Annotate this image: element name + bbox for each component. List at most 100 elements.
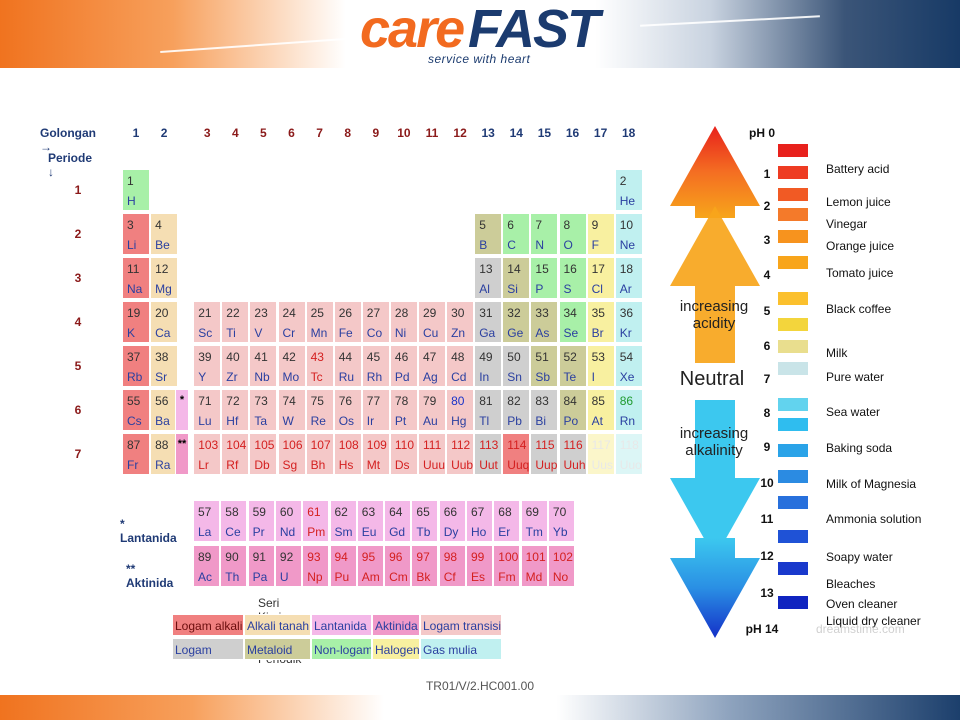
- element-Re[interactable]: 75 Re: [305, 389, 334, 431]
- element-Th[interactable]: 90 Th: [220, 545, 248, 587]
- element-Bk[interactable]: 97 Bk: [411, 545, 439, 587]
- element-Gd[interactable]: 64 Gd: [384, 500, 412, 542]
- element-Am[interactable]: 95 Am: [356, 545, 384, 587]
- element-Be[interactable]: 4 Be: [150, 213, 179, 255]
- element-Er[interactable]: 68 Er: [493, 500, 521, 542]
- element-Mn[interactable]: 25 Mn: [305, 301, 334, 343]
- element-La[interactable]: 57 La: [193, 500, 220, 542]
- element-Cl[interactable]: 17 Cl: [586, 257, 615, 299]
- element-Ga[interactable]: 31 Ga: [474, 301, 503, 343]
- element-Cd[interactable]: 48 Cd: [446, 345, 475, 387]
- element-He[interactable]: 2 He: [614, 169, 643, 211]
- element-Ni[interactable]: 28 Ni: [389, 301, 418, 343]
- element-Ir[interactable]: 77 Ir: [361, 389, 390, 431]
- element-At[interactable]: 85 At: [586, 389, 615, 431]
- element-Sn[interactable]: 50 Sn: [502, 345, 531, 387]
- element-Li[interactable]: 3 Li: [122, 213, 150, 255]
- element-As[interactable]: 33 As: [530, 301, 559, 343]
- element-Hs[interactable]: 108 Hs: [333, 433, 362, 475]
- element-Nd[interactable]: 60 Nd: [274, 500, 302, 542]
- element-Sr[interactable]: 38 Sr: [150, 345, 179, 387]
- element-Hg[interactable]: 80 Hg: [446, 389, 475, 431]
- element-Bh[interactable]: 107 Bh: [305, 433, 334, 475]
- element-Br[interactable]: 35 Br: [586, 301, 615, 343]
- element-Sc[interactable]: 21 Sc: [193, 301, 222, 343]
- element-Es[interactable]: 99 Es: [466, 545, 493, 587]
- element-Uuu[interactable]: 111 Uuu: [418, 433, 446, 475]
- element-P[interactable]: 15 P: [530, 257, 559, 299]
- element-Al[interactable]: 13 Al: [474, 257, 503, 299]
- element-W[interactable]: 74 W: [277, 389, 306, 431]
- element-Au[interactable]: 79 Au: [418, 389, 446, 431]
- element-Zn[interactable]: 30 Zn: [446, 301, 475, 343]
- element-Cf[interactable]: 98 Cf: [438, 545, 466, 587]
- element-Ce[interactable]: 58 Ce: [220, 500, 248, 542]
- element-Ge[interactable]: 32 Ge: [502, 301, 531, 343]
- element-Ho[interactable]: 67 Ho: [466, 500, 493, 542]
- element-Na[interactable]: 11 Na: [122, 257, 150, 299]
- element-Po[interactable]: 84 Po: [558, 389, 587, 431]
- element-Uub[interactable]: 112 Uub: [446, 433, 475, 475]
- element-Uus[interactable]: 117 Uus: [586, 433, 615, 475]
- element-Pd[interactable]: 46 Pd: [389, 345, 418, 387]
- element-Sb[interactable]: 51 Sb: [530, 345, 559, 387]
- element-I[interactable]: 53 I: [586, 345, 615, 387]
- element-Y[interactable]: 39 Y: [193, 345, 222, 387]
- element-Tb[interactable]: 65 Tb: [411, 500, 439, 542]
- element-Pa[interactable]: 91 Pa: [247, 545, 275, 587]
- element-Hf[interactable]: 72 Hf: [221, 389, 250, 431]
- element-Cr[interactable]: 24 Cr: [277, 301, 306, 343]
- element-Pt[interactable]: 78 Pt: [389, 389, 418, 431]
- element-Fm[interactable]: 100 Fm: [493, 545, 521, 587]
- element-Mt[interactable]: 109 Mt: [361, 433, 390, 475]
- element-V[interactable]: 23 V: [249, 301, 278, 343]
- element-Cm[interactable]: 96 Cm: [384, 545, 412, 587]
- element-Ra[interactable]: 88 Ra: [150, 433, 179, 475]
- element-Uuh[interactable]: 116 Uuh: [558, 433, 587, 475]
- element-Fr[interactable]: 87 Fr: [122, 433, 150, 475]
- element-Mg[interactable]: 12 Mg: [150, 257, 179, 299]
- element-Pr[interactable]: 59 Pr: [247, 500, 275, 542]
- element-Se[interactable]: 34 Se: [558, 301, 587, 343]
- element-Ar[interactable]: 18 Ar: [614, 257, 643, 299]
- element-Xe[interactable]: 54 Xe: [614, 345, 643, 387]
- element-Lu[interactable]: 71 Lu: [193, 389, 222, 431]
- element-Cu[interactable]: 29 Cu: [418, 301, 446, 343]
- element-Os[interactable]: 76 Os: [333, 389, 362, 431]
- element-K[interactable]: 19 K: [122, 301, 150, 343]
- element-Md[interactable]: 101 Md: [520, 545, 548, 587]
- element-Fe[interactable]: 26 Fe: [333, 301, 362, 343]
- element-Pm[interactable]: 61 Pm: [302, 500, 330, 542]
- element-Tc[interactable]: 43 Tc: [305, 345, 334, 387]
- element-Nb[interactable]: 41 Nb: [249, 345, 278, 387]
- element-Np[interactable]: 93 Np: [302, 545, 330, 587]
- element-Uuq[interactable]: 114 Uuq: [502, 433, 531, 475]
- element-Ti[interactable]: 22 Ti: [221, 301, 250, 343]
- element-Rn[interactable]: 86 Rn: [614, 389, 643, 431]
- element-Uuo[interactable]: 118 Uuo: [614, 433, 643, 475]
- element-Eu[interactable]: 63 Eu: [356, 500, 384, 542]
- element-Kr[interactable]: 36 Kr: [614, 301, 643, 343]
- element-Tl[interactable]: 81 Tl: [474, 389, 503, 431]
- element-Dy[interactable]: 66 Dy: [438, 500, 466, 542]
- element-Co[interactable]: 27 Co: [361, 301, 390, 343]
- element-Ag[interactable]: 47 Ag: [418, 345, 446, 387]
- element-Lr[interactable]: 103 Lr: [193, 433, 222, 475]
- element-Sg[interactable]: 106 Sg: [277, 433, 306, 475]
- element-Rf[interactable]: 104 Rf: [221, 433, 250, 475]
- element-Pu[interactable]: 94 Pu: [329, 545, 357, 587]
- element-Cs[interactable]: 55 Cs: [122, 389, 150, 431]
- element-Te[interactable]: 52 Te: [558, 345, 587, 387]
- element-Ca[interactable]: 20 Ca: [150, 301, 179, 343]
- element-Ta[interactable]: 73 Ta: [249, 389, 278, 431]
- element-Rb[interactable]: 37 Rb: [122, 345, 150, 387]
- element-Pb[interactable]: 82 Pb: [502, 389, 531, 431]
- element-Sm[interactable]: 62 Sm: [329, 500, 357, 542]
- element-Yb[interactable]: 70 Yb: [547, 500, 575, 542]
